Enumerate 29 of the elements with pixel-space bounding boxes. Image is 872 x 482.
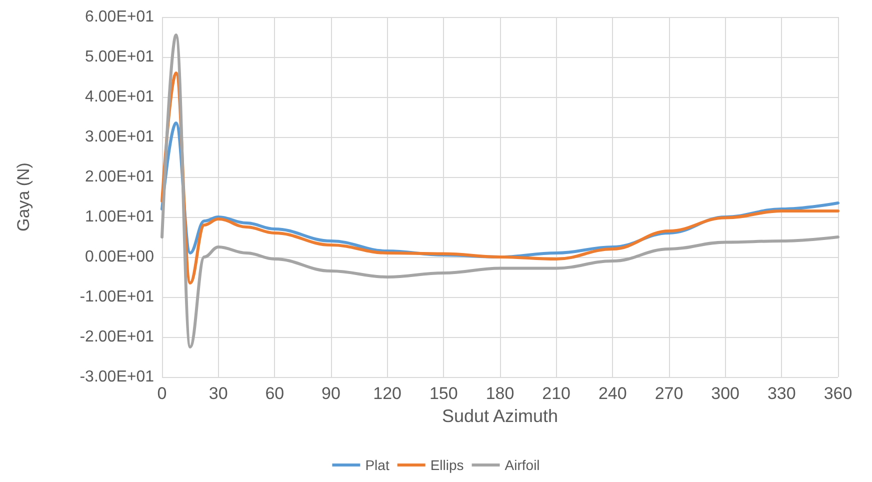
x-axis-title: Sudut Azimuth [442, 406, 558, 426]
y-tick-label: -1.00E+01 [80, 288, 154, 306]
x-tick-label: 0 [157, 384, 167, 403]
y-tick-label: 1.00E+01 [85, 208, 154, 226]
x-tick-label: 330 [767, 384, 796, 403]
y-tick-label: 0.00E+00 [85, 248, 154, 266]
y-tick-label: 6.00E+01 [85, 8, 154, 26]
x-tick-label: 120 [373, 384, 402, 403]
y-tick-label: -3.00E+01 [80, 368, 154, 386]
x-tick-label: 270 [654, 384, 684, 403]
x-tick-label: 90 [322, 384, 340, 403]
line-series [160, 34, 840, 348]
x-tick-label: 30 [208, 384, 228, 403]
x-tick-label: 210 [542, 384, 571, 403]
y-tick-label: 4.00E+01 [85, 88, 154, 106]
legend-label: Plat [365, 457, 390, 473]
x-tick-label: 300 [711, 384, 740, 403]
x-tick-label: 180 [486, 384, 514, 403]
x-tick-label: 240 [598, 384, 627, 403]
y-tick-label: -2.00E+01 [80, 328, 154, 346]
x-tick-label: 150 [429, 384, 458, 403]
y-tick-label: 5.00E+01 [85, 48, 154, 66]
legend-label: Airfoil [504, 457, 540, 473]
y-tick-label: 2.00E+01 [85, 168, 154, 186]
x-tick-label: 360 [824, 384, 852, 403]
y-tick-label: 3.00E+01 [85, 128, 154, 146]
y-axis-title: Gaya (N) [14, 162, 33, 232]
x-tick-label: 60 [265, 384, 284, 403]
legend-label: Ellips [430, 457, 464, 473]
